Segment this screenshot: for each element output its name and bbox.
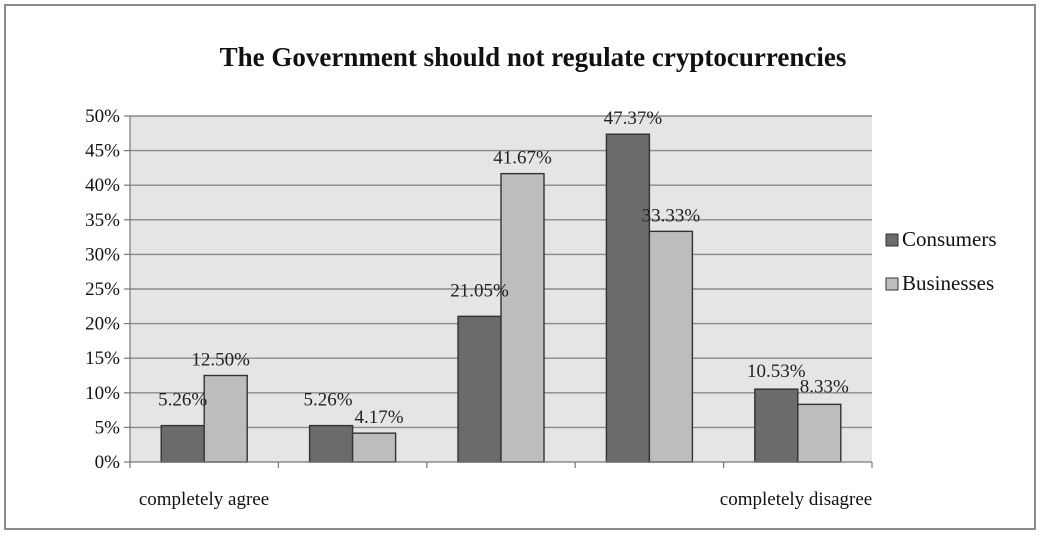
legend-label-consumers: Consumers bbox=[902, 227, 997, 251]
x-tick-labels: completely agree completely disagree bbox=[139, 489, 872, 510]
y-tick-label: 45% bbox=[85, 141, 120, 162]
data-label: 5.26% bbox=[304, 390, 353, 411]
bar-consumers-4 bbox=[605, 133, 651, 463]
y-tick-label: 25% bbox=[85, 279, 120, 300]
y-tick-label: 40% bbox=[85, 175, 120, 196]
y-tick-label: 15% bbox=[85, 348, 120, 369]
y-tick-label: 5% bbox=[95, 417, 121, 438]
y-tick-label: 10% bbox=[85, 383, 120, 404]
data-label: 8.33% bbox=[800, 376, 849, 397]
bar-consumers-1 bbox=[160, 424, 205, 463]
legend-swatch-businesses bbox=[885, 277, 899, 291]
y-tick-label: 50% bbox=[85, 106, 120, 127]
bar-businesses-4 bbox=[648, 230, 694, 463]
bar-businesses-2 bbox=[351, 432, 397, 463]
bar-consumers-5 bbox=[754, 388, 799, 463]
y-tick-label: 0% bbox=[95, 452, 121, 473]
data-label: 10.53% bbox=[747, 361, 806, 382]
bar-businesses-3 bbox=[500, 172, 545, 463]
bar-businesses-1 bbox=[203, 374, 248, 463]
bars bbox=[160, 133, 842, 463]
data-labels: 5.26% 5.26% 21.05% 47.37% 10.53% 12.50% 4.17% 4… bbox=[158, 108, 849, 428]
x-tick-label-first: completely agree bbox=[139, 489, 269, 510]
data-label: 21.05% bbox=[450, 280, 509, 301]
data-label: 47.37% bbox=[604, 108, 663, 129]
bar-consumers-3 bbox=[457, 315, 502, 463]
data-label: 41.67% bbox=[493, 148, 552, 169]
x-tick-label-last: completely disagree bbox=[720, 489, 872, 510]
axes bbox=[129, 116, 873, 468]
bar-businesses-5 bbox=[797, 403, 842, 463]
data-label: 4.17% bbox=[355, 407, 404, 428]
chart-title: The Government should not regulate crypt… bbox=[220, 42, 847, 72]
y-tick-label: 20% bbox=[85, 314, 120, 335]
legend: Consumers Businesses bbox=[885, 227, 997, 295]
y-tick-label: 35% bbox=[85, 210, 120, 231]
data-label: 33.33% bbox=[642, 205, 701, 226]
legend-swatch-consumers bbox=[885, 233, 899, 247]
y-tick-labels: 0% 5% 10% 15% 20% 25% 30% 35% 40% 45% 50% bbox=[85, 106, 120, 473]
bar-consumers-2 bbox=[308, 424, 354, 463]
data-label: 12.50% bbox=[191, 350, 250, 371]
legend-label-businesses: Businesses bbox=[902, 271, 994, 295]
y-tick-label: 30% bbox=[85, 244, 120, 265]
data-label: 5.26% bbox=[158, 390, 207, 411]
